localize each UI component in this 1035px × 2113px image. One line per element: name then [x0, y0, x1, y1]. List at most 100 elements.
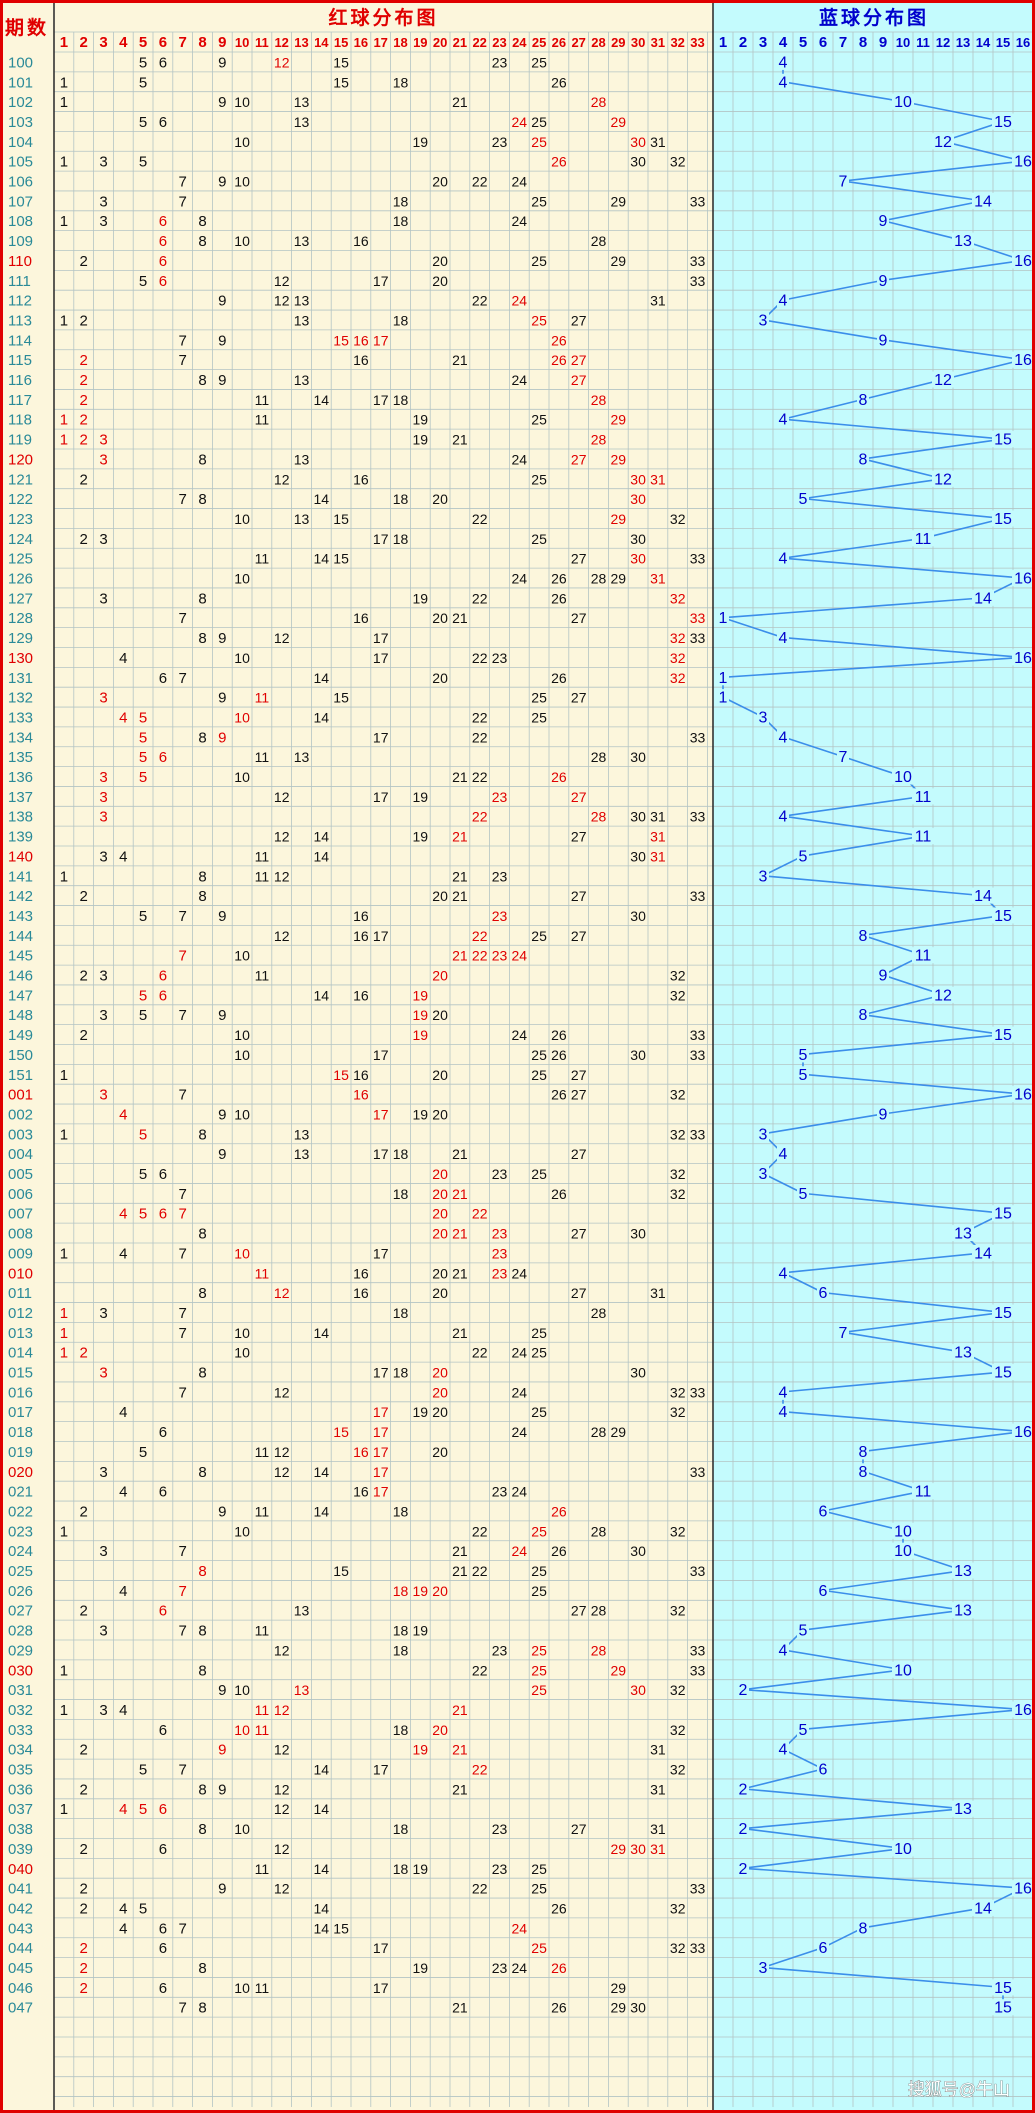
period-label: 116 — [8, 372, 32, 389]
red-ball-number: 29 — [611, 571, 627, 587]
red-ball-number: 25 — [531, 193, 547, 209]
blue-ball-number: 15 — [994, 1206, 1012, 1223]
period-label: 148 — [8, 1007, 33, 1024]
red-ball-number: 19 — [413, 1960, 429, 1976]
blue-number-bg — [737, 1820, 749, 1837]
blue-trend-segment — [782, 636, 1024, 659]
red-column-label: 33 — [690, 35, 704, 50]
red-ball-number: 1 — [60, 1801, 68, 1818]
red-ball-number: 31 — [650, 1285, 666, 1301]
red-ball-number: 2 — [80, 412, 88, 429]
blue-trend-segment — [802, 1033, 1004, 1056]
red-ball-number: 1 — [60, 868, 68, 885]
blue-ball-number: 8 — [859, 1464, 868, 1481]
red-ball-number: 6 — [159, 273, 167, 290]
blue-number-bg — [797, 1721, 809, 1738]
blue-number-bg — [1012, 351, 1034, 368]
blue-ball-number: 16 — [1014, 1087, 1032, 1104]
red-ball-number: 25 — [531, 1662, 547, 1678]
red-ball-number: 25 — [531, 1861, 547, 1877]
red-ball-number: 11 — [255, 868, 270, 884]
blue-trend-segment — [742, 1688, 1024, 1711]
red-ball-number: 33 — [690, 1563, 706, 1579]
red-ball-number: 21 — [452, 2000, 468, 2016]
red-ball-number: 7 — [179, 1245, 187, 1262]
blue-number-bg — [992, 1999, 1014, 2016]
red-ball-number: 10 — [234, 1047, 250, 1063]
red-ball-number: 24 — [512, 451, 528, 467]
red-ball-number: 18 — [393, 193, 409, 209]
red-ball-number: 22 — [472, 1563, 488, 1579]
blue-ball-number: 11 — [915, 1484, 932, 1501]
red-ball-number: 20 — [432, 1106, 448, 1122]
blue-trend-segment — [722, 616, 784, 639]
red-ball-number: 33 — [690, 1126, 706, 1142]
red-ball-number: 6 — [159, 987, 167, 1004]
red-ball-number: 20 — [432, 1007, 448, 1023]
red-ball-number: 26 — [551, 571, 567, 587]
blue-number-bg — [777, 1264, 789, 1281]
blue-number-bg — [1012, 570, 1034, 587]
period-label: 037 — [8, 1801, 33, 1818]
red-ball-number: 33 — [690, 551, 706, 567]
red-ball-number: 12 — [274, 1881, 290, 1897]
red-ball-number: 17 — [373, 531, 389, 547]
blue-ball-number: 2 — [739, 1821, 748, 1838]
period-label: 040 — [8, 1861, 33, 1878]
red-ball-number: 23 — [492, 1245, 508, 1261]
red-ball-number: 6 — [159, 1484, 167, 1501]
blue-ball-number: 14 — [974, 1900, 992, 1917]
red-ball-number: 23 — [492, 789, 508, 805]
red-ball-number: 15 — [333, 54, 349, 70]
red-ball-number: 24 — [512, 1424, 528, 1440]
red-ball-number: 15 — [333, 1424, 349, 1440]
red-ball-number: 8 — [198, 868, 206, 885]
red-ball-number: 25 — [531, 1404, 547, 1420]
blue-ball-number: 4 — [779, 1642, 788, 1659]
red-column-label: 1 — [60, 34, 68, 51]
blue-number-bg — [1012, 1701, 1034, 1718]
red-ball-number: 16 — [353, 1087, 369, 1103]
red-ball-number: 8 — [198, 2000, 206, 2017]
red-ball-number: 18 — [393, 1861, 409, 1877]
red-ball-number: 22 — [472, 1523, 488, 1539]
blue-number-bg — [737, 1860, 749, 1877]
red-column-label: 12 — [274, 35, 288, 50]
red-ball-number: 21 — [452, 888, 468, 904]
red-ball-number: 33 — [690, 809, 706, 825]
red-ball-number: 28 — [591, 1523, 607, 1539]
blue-trend-segment — [762, 855, 804, 877]
red-ball-number: 16 — [353, 1265, 369, 1281]
blue-number-bg — [817, 1582, 829, 1599]
blue-number-bg — [857, 391, 869, 408]
red-ball-number: 31 — [650, 471, 666, 487]
period-label: 108 — [8, 213, 33, 230]
red-ball-number: 5 — [139, 1762, 147, 1779]
red-ball-number: 26 — [551, 352, 567, 368]
blue-trend-segment — [782, 795, 924, 818]
blue-number-bg — [1012, 1880, 1034, 1897]
blue-number-bg — [857, 1443, 869, 1460]
period-label: 115 — [8, 352, 32, 369]
red-ball-number: 3 — [99, 848, 107, 865]
red-ball-number: 4 — [119, 1702, 127, 1719]
red-ball-number: 5 — [139, 1801, 147, 1818]
red-ball-number: 20 — [432, 1226, 448, 1242]
red-ball-number: 7 — [179, 1543, 187, 1560]
blue-ball-number: 5 — [799, 1186, 808, 1203]
red-ball-number: 21 — [452, 1146, 468, 1162]
blue-column-label: 8 — [859, 34, 867, 51]
red-ball-number: 17 — [373, 332, 389, 348]
red-ball-number: 31 — [650, 848, 666, 864]
red-ball-number: 10 — [234, 94, 250, 110]
red-ball-number: 29 — [611, 1662, 627, 1678]
red-ball-number: 9 — [218, 690, 226, 707]
red-ball-number: 21 — [452, 829, 468, 845]
blue-ball-number: 15 — [994, 432, 1012, 449]
red-ball-number: 32 — [670, 968, 686, 984]
blue-ball-number: 6 — [819, 1503, 828, 1520]
red-ball-number: 10 — [234, 709, 250, 725]
red-ball-number: 25 — [531, 253, 547, 269]
red-ball-number: 5 — [139, 1166, 147, 1183]
